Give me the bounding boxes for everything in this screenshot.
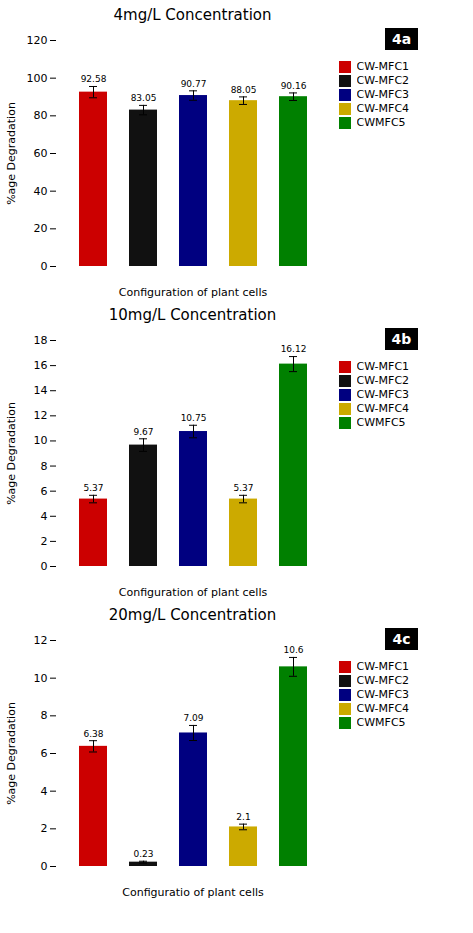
html-text:CW-MFC3: CW-MFC3: [356, 88, 410, 101]
svg-text:12: 12: [34, 634, 48, 647]
svg-text:Configuration of plant cells: Configuration of plant cells: [119, 586, 268, 599]
svg-text:16.12: 16.12: [281, 344, 307, 354]
html-text:CW-MFC4: CW-MFC4: [356, 102, 410, 115]
svg-text:%age Degradation: %age Degradation: [5, 402, 18, 505]
svg-text:8: 8: [41, 709, 48, 722]
svg-text:83.05: 83.05: [131, 93, 157, 103]
svg-text:90.77: 90.77: [181, 79, 207, 89]
svg-text:40: 40: [34, 185, 48, 198]
html-text:4mg/L Concentration: 4mg/L Concentration: [113, 6, 272, 24]
svg-text:0: 0: [41, 860, 48, 873]
html-text:CW-MFC1: CW-MFC1: [356, 60, 410, 73]
html-text:CW-MFC2: CW-MFC2: [356, 674, 410, 687]
svg-text:4: 4: [41, 785, 48, 798]
svg-text:92.58: 92.58: [81, 74, 107, 84]
html-text:4b: 4b: [391, 331, 412, 347]
svg-text:%age Degradation: %age Degradation: [5, 702, 18, 805]
svg-text:2.1: 2.1: [236, 812, 250, 822]
svg-text:5.37: 5.37: [83, 483, 103, 493]
svg-text:16: 16: [34, 359, 48, 372]
html-text:20mg/L Concentration: 20mg/L Concentration: [108, 606, 277, 624]
html-text:CW-MFC1: CW-MFC1: [356, 660, 410, 673]
svg-text:0: 0: [41, 560, 48, 573]
svg-text:60: 60: [34, 147, 48, 160]
html-text:CW-MFC3: CW-MFC3: [356, 688, 410, 701]
html-text:CWMFC5: CWMFC5: [356, 116, 406, 129]
svg-text:6.38: 6.38: [83, 729, 103, 739]
svg-text:20: 20: [34, 222, 48, 235]
html-text:10mg/L Concentration: 10mg/L Concentration: [108, 306, 277, 324]
svg-text:90.16: 90.16: [281, 81, 307, 91]
svg-text:7.09: 7.09: [183, 713, 203, 723]
svg-text:%age Degradation: %age Degradation: [5, 102, 18, 205]
html-text:CW-MFC3: CW-MFC3: [356, 388, 410, 401]
svg-text:9.67: 9.67: [133, 427, 153, 437]
svg-text:5.37: 5.37: [233, 483, 253, 493]
svg-text:18: 18: [34, 334, 48, 347]
html-text:CWMFC5: CWMFC5: [356, 716, 406, 729]
svg-text:0: 0: [41, 260, 48, 273]
svg-text:8: 8: [41, 460, 48, 473]
svg-text:Configuration of plant cells: Configuration of plant cells: [119, 286, 268, 299]
html-text:CWMFC5: CWMFC5: [356, 416, 406, 429]
svg-text:6: 6: [41, 485, 48, 498]
html-text:CW-MFC1: CW-MFC1: [356, 360, 410, 373]
html-text:4c: 4c: [392, 631, 411, 647]
svg-text:2: 2: [41, 822, 48, 835]
svg-text:120: 120: [27, 34, 48, 47]
html-text:CW-MFC4: CW-MFC4: [356, 702, 410, 715]
svg-text:10.75: 10.75: [181, 413, 207, 423]
svg-text:Configuratio of plant cells: Configuratio of plant cells: [122, 886, 264, 899]
svg-text:100: 100: [27, 72, 48, 85]
html-text:CW-MFC2: CW-MFC2: [356, 374, 410, 387]
svg-text:2: 2: [41, 535, 48, 548]
svg-text:14: 14: [34, 384, 48, 397]
svg-text:10.6: 10.6: [283, 645, 303, 655]
svg-text:80: 80: [34, 109, 48, 122]
html-text:CW-MFC2: CW-MFC2: [356, 74, 410, 87]
svg-text:12: 12: [34, 409, 48, 422]
svg-text:4: 4: [41, 510, 48, 523]
html-text:4a: 4a: [391, 31, 412, 47]
svg-text:6: 6: [41, 747, 48, 760]
svg-text:0.23: 0.23: [133, 849, 153, 859]
html-text:CW-MFC4: CW-MFC4: [356, 402, 410, 415]
svg-text:88.05: 88.05: [231, 85, 257, 95]
svg-text:10: 10: [34, 672, 48, 685]
svg-text:10: 10: [34, 434, 48, 447]
